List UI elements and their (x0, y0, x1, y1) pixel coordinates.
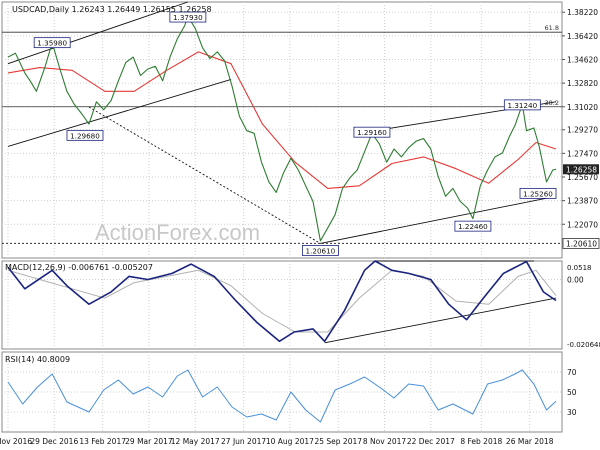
macd-panel-title: MACD(12,26,9) -0.006761 -0.005207 (5, 263, 153, 272)
moving-average-line (7, 51, 557, 189)
watermark: ActionForex.com (95, 220, 260, 245)
pivot-label-box (454, 220, 492, 232)
fib-level-label: 38.2 (545, 99, 559, 107)
price-y-tick-label: 1.23870 (567, 197, 598, 206)
symbol-label: USDCAD,Daily (12, 5, 69, 14)
pivot-label-box (66, 129, 104, 141)
x-tick-label: 15 Nov 2016 (0, 437, 32, 446)
macd-min-label: -0.020648 (567, 341, 600, 349)
dashed-decline-line (88, 106, 321, 244)
price-y-tick-label: 1.22070 (567, 220, 598, 229)
x-tick-label: 27 Jun 2017 (221, 437, 266, 446)
trend-lines (2, 1, 562, 344)
pivot-label: 1.37930 (173, 13, 203, 22)
macd-max-label: 0.0518 (567, 264, 592, 272)
pivot-label: 1.20610 (306, 246, 336, 255)
price-y-tick-label: 1.25670 (567, 173, 598, 182)
pivot-label-box (33, 37, 71, 49)
x-tick-label: 26 Mar 2018 (506, 437, 554, 446)
x-tick-label: 22 Dec 2017 (407, 437, 455, 446)
pivot-label: 1.31240 (507, 101, 537, 110)
rsi-y-tick-label: 70 (567, 368, 577, 377)
rsi-panel-title: RSI(14) 40.8009 (5, 355, 70, 364)
price-y-tick-label: 1.38220 (567, 8, 598, 17)
price-y-tick-label: 1.27470 (567, 149, 598, 158)
price-y-tick-label: 1.32820 (567, 79, 598, 88)
x-tick-label: 29 Dec 2016 (30, 437, 78, 446)
pivot-label-box (169, 11, 207, 23)
price-y-tick-label: 1.31020 (567, 103, 598, 112)
last-price-tag (563, 164, 599, 175)
macd-support-line (324, 297, 557, 344)
x-tick-label: 10 Aug 2017 (266, 437, 314, 446)
last-price-label: 1.26258 (566, 165, 597, 174)
pivot-label-box (503, 99, 541, 111)
ohlc-values: 1.26243 1.26449 1.26155 1.26258 (72, 5, 212, 14)
pivot-label: 1.35980 (37, 39, 67, 48)
rising-support-line (320, 195, 557, 244)
price-y-tick-label: 1.34620 (567, 56, 598, 65)
support-price-label: 1.20610 (566, 239, 597, 248)
pivot-label: 1.25260 (523, 189, 553, 198)
rsi-y-tick-label: 50 (567, 388, 577, 397)
rsi-line (7, 369, 557, 423)
lower-channel-line-2017 (7, 79, 232, 147)
pivot-label: 1.22460 (458, 222, 488, 231)
price-y-tick-label: 1.29270 (567, 126, 598, 135)
pivot-label: 1.29680 (70, 131, 100, 140)
fib-level-label: 61.8 (545, 24, 559, 32)
x-tick-label: 8 Nov 2017 (363, 437, 406, 446)
x-tick-label: 12 May 2017 (171, 437, 220, 446)
pivot-label-box (301, 245, 339, 256)
x-tick-label: 25 Sep 2017 (314, 437, 362, 446)
grid-lines (2, 2, 562, 432)
macd-line (7, 260, 557, 343)
pivot-label: 1.29160 (357, 128, 387, 137)
x-tick-label: 13 Feb 2017 (79, 437, 126, 446)
macd-panel-frame (1, 260, 563, 350)
macd-y-tick-label: 0.00 (567, 276, 584, 285)
upper-channel-line-2017 (7, 1, 189, 65)
rsi-y-tick-label: 30 (567, 408, 577, 417)
price-panel-title: USDCAD,Daily 1.26243 1.26449 1.26155 1.2… (12, 5, 212, 14)
x-tick-label: 8 Feb 2018 (460, 437, 502, 446)
pivot-label-box (519, 187, 557, 199)
pivot-label-box (353, 126, 391, 138)
x-tick-label: 29 Mar 2017 (125, 437, 173, 446)
support-price-tag (562, 238, 600, 249)
price-line (7, 15, 557, 242)
price-y-tick-label: 1.36420 (567, 32, 598, 41)
series-lines (7, 15, 557, 423)
annotation-labels: 61.8 38.2 1.35980 1.29680 1.37930 1.20610 1.29… (33, 11, 559, 256)
